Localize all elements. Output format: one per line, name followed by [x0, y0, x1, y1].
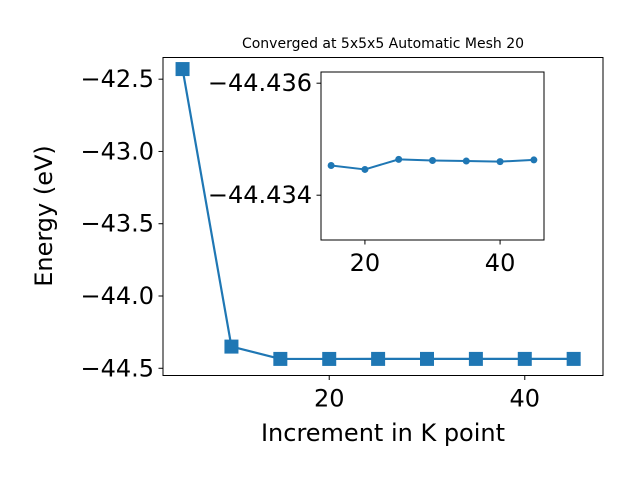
- inset-point-2: [395, 155, 403, 163]
- inset-plot-frame: [320, 71, 545, 241]
- main-point-4: [371, 351, 386, 366]
- inset-plot-marks: [327, 155, 538, 173]
- main-x-ticks: 20 40: [314, 375, 541, 413]
- inset-x-tick-label-0: 20: [350, 249, 381, 277]
- inset-y-tick-label-0: −44.436: [208, 69, 312, 97]
- main-point-6: [468, 351, 483, 366]
- main-x-tick-label-0: 20: [314, 385, 345, 413]
- inset-x-ticks: 20 40: [350, 240, 516, 277]
- inset-point-3: [429, 156, 436, 164]
- main-y-tick-label-2: −43.5: [80, 210, 154, 238]
- inset-x-tick-label-1: 40: [485, 249, 516, 277]
- main-y-tick-label-1: −43.0: [80, 137, 154, 165]
- inset-point-0: [327, 162, 335, 170]
- inset-point-1: [361, 165, 369, 173]
- inset-plot: 20 40 −44.436−44.434: [208, 69, 545, 277]
- main-y-tick-label-4: −44.5: [80, 354, 154, 382]
- inset-y-ticks: −44.436 −44.434: [208, 69, 321, 209]
- main-point-1: [224, 339, 239, 354]
- x-axis-label: Increment in K point: [261, 419, 505, 447]
- inset-point-4: [462, 157, 470, 165]
- inset-point-6: [530, 156, 538, 164]
- main-y-tick-label-3: −44.0: [80, 282, 154, 310]
- main-point-0: [175, 62, 190, 77]
- main-plot-frame: [162, 57, 604, 376]
- chart-title: Converged at 5x5x5 Automatic Mesh 20: [242, 36, 524, 52]
- main-y-tick-label-0: −42.5: [80, 65, 154, 93]
- main-x-tick-label-1: 40: [510, 385, 541, 413]
- main-point-5: [420, 351, 434, 366]
- inset-point-5: [496, 158, 504, 166]
- main-point-3: [322, 351, 337, 366]
- main-point-2: [273, 351, 288, 366]
- inset-y-tick-label-1: −44.434: [208, 181, 312, 209]
- main-plot: 20 40 −42.5−43.0−43.5−44.0−44.5: [80, 57, 604, 413]
- main-y-ticks: −42.5 −43.0 −43.5 −44.0 −44.5: [80, 65, 163, 382]
- main-point-8: [566, 351, 581, 366]
- main-plot-marks: [175, 62, 581, 366]
- y-axis-label: Energy (eV): [30, 145, 58, 287]
- main-point-7: [517, 351, 532, 366]
